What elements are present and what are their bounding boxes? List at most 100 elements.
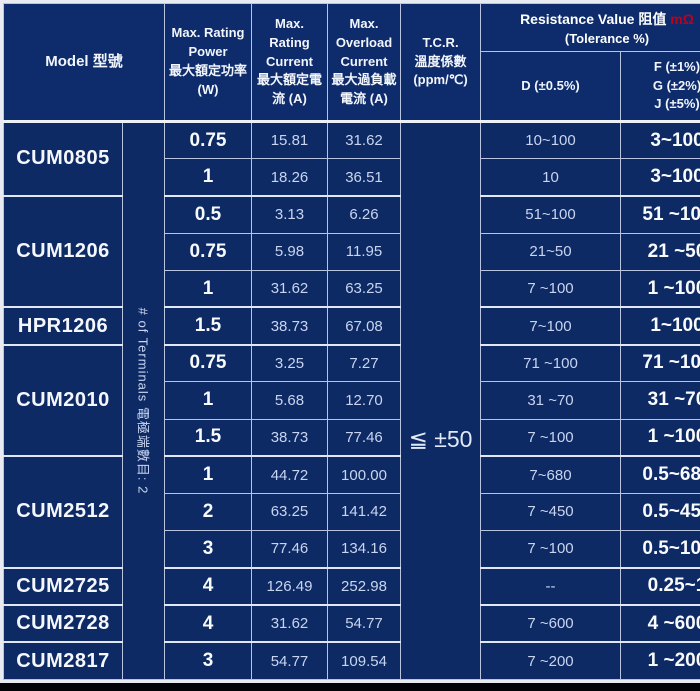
power-cell: 0.75 — [164, 343, 252, 383]
overload-current-cell: 67.08 — [327, 306, 401, 346]
resistance-value-header: Resistance Value 阻值 mΩ (Tolerance %) — [480, 3, 700, 52]
model-cell: CUM0805 — [3, 120, 123, 197]
rating-current-cell: 126.49 — [251, 566, 328, 606]
power-cell: 1 — [164, 381, 252, 420]
overload-current-cell: 12.70 — [327, 381, 401, 420]
table-body: CUM0805 # of Terminals 電極端數目: 2 0.75 15.81 3… — [3, 120, 700, 681]
table-row: HPR1206 1.5 38.73 67.08 7~100 1~100 — [3, 306, 700, 346]
overload-current-cell: 54.77 — [327, 603, 401, 643]
overload-current-cell: 100.00 — [327, 455, 401, 494]
tolerance-fgj-value-cell: 0.25~1 — [620, 566, 700, 606]
tolerance-fgj-value-cell: 1 ~200 — [620, 641, 700, 681]
tolerance-fgj-value-cell: 0.5~100 — [620, 530, 700, 569]
tolerance-fgj-value-cell: 1 ~100 — [620, 418, 700, 457]
overload-current-cell: 31.62 — [327, 120, 401, 160]
terminals-cell: # of Terminals 電極端數目: 2 — [122, 120, 165, 680]
overload-current-cell: 11.95 — [327, 232, 401, 271]
rating-current-cell: 31.62 — [251, 603, 328, 643]
power-cell: 0.5 — [164, 194, 252, 234]
rating-current-cell: 38.73 — [251, 306, 328, 346]
rating-current-cell: 44.72 — [251, 455, 328, 494]
power-cell: 4 — [164, 603, 252, 643]
overload-current-cell: 134.16 — [327, 530, 401, 569]
tolerance-d-value-cell: 7~100 — [480, 306, 621, 346]
overload-current-cell: 141.42 — [327, 492, 401, 532]
rating-current-cell: 54.77 — [251, 641, 328, 681]
model-column-header: Model 型號 — [3, 3, 165, 122]
power-cell: 1.5 — [164, 306, 252, 346]
power-cell: 0.75 — [164, 232, 252, 271]
table-header: Model 型號 Max. Rating Power 最大額定功率 (W) Ma… — [3, 3, 700, 122]
overload-current-column-header: Max. Overload Current 最大過負載 電流 (A) — [327, 3, 401, 122]
rating-current-cell: 3.13 — [251, 194, 328, 234]
tolerance-d-value-cell: 10~100 — [480, 120, 621, 160]
tcr-column-header: T.C.R. 溫度係數 (ppm/℃) — [400, 3, 481, 122]
rating-current-cell: 15.81 — [251, 120, 328, 160]
power-cell: 2 — [164, 492, 252, 532]
rating-current-cell: 5.68 — [251, 381, 328, 420]
tolerance-d-value-cell: 71 ~100 — [480, 343, 621, 383]
resistance-unit: mΩ — [670, 11, 694, 27]
power-cell: 3 — [164, 641, 252, 681]
power-cell: 1 — [164, 269, 252, 308]
power-cell: 1 — [164, 455, 252, 494]
tolerance-fgj-value-cell: 1~100 — [620, 306, 700, 346]
tolerance-fgj-value-cell: 0.5~680 — [620, 455, 700, 494]
table-row: 1 18.26 36.51 10 3~100 — [4, 158, 700, 197]
model-cell: CUM1206 — [3, 194, 123, 308]
overload-current-cell: 36.51 — [327, 158, 401, 197]
power-cell: 1 — [164, 158, 252, 197]
model-cell: CUM2728 — [3, 603, 123, 643]
resistance-tolerance-label: (Tolerance %) — [564, 31, 650, 46]
tolerance-d-value-cell: 21~50 — [480, 232, 621, 271]
overload-current-cell: 6.26 — [327, 194, 401, 234]
model-cell: CUM2512 — [3, 455, 123, 569]
overload-current-cell: 77.46 — [327, 418, 401, 457]
model-cell: CUM2010 — [3, 343, 123, 457]
tolerance-d-value-cell: 7 ~200 — [480, 641, 621, 681]
tolerance-fgj-value-cell: 3~100 — [620, 158, 700, 197]
rating-current-cell: 5.98 — [251, 232, 328, 271]
model-cell: HPR1206 — [3, 306, 123, 346]
power-cell: 0.75 — [164, 120, 252, 160]
power-cell: 1.5 — [164, 418, 252, 457]
terminals-note: # of Terminals 電極端數目: 2 — [135, 307, 150, 495]
tolerance-d-value-cell: 51~100 — [480, 194, 621, 234]
tolerance-fgj-value-cell: 71 ~100 — [620, 343, 700, 383]
tcr-value: ≦ ±50 — [408, 425, 473, 452]
tcr-value-cell: ≦ ±50 — [400, 120, 481, 680]
model-cell: CUM2817 — [3, 641, 123, 681]
rating-current-cell: 31.62 — [251, 269, 328, 308]
bottom-letterbox-bar — [0, 683, 700, 691]
tolerance-d-value-cell: 7 ~100 — [480, 269, 621, 308]
tolerance-d-value-cell: 31 ~70 — [480, 381, 621, 420]
tolerance-fgj-value-cell: 51 ~100 — [620, 194, 700, 234]
tolerance-d-value-cell: 7 ~600 — [480, 603, 621, 643]
resistance-title-text: Resistance Value 阻值 — [520, 11, 667, 27]
tolerance-fgj-value-cell: 31 ~70 — [620, 381, 700, 420]
power-column-header: Max. Rating Power 最大額定功率 (W) — [164, 3, 252, 122]
tolerance-fgj-value-cell: 3~100 — [620, 120, 700, 160]
tolerance-d-value-cell: 7 ~100 — [480, 530, 621, 569]
resistor-spec-table: Model 型號 Max. Rating Power 最大額定功率 (W) Ma… — [3, 3, 700, 681]
tolerance-d-value-cell: 7 ~100 — [480, 418, 621, 457]
tolerance-d-column-header: D (±0.5%) — [480, 51, 621, 122]
power-cell: 4 — [164, 566, 252, 606]
tolerance-fgj-value-cell: 1 ~100 — [620, 269, 700, 308]
table-row: CUM0805 # of Terminals 電極端數目: 2 0.75 15.81 3… — [3, 120, 700, 680]
model-cell: CUM2725 — [3, 566, 123, 606]
rating-current-cell: 63.25 — [251, 492, 328, 532]
rating-current-cell: 38.73 — [251, 418, 328, 457]
